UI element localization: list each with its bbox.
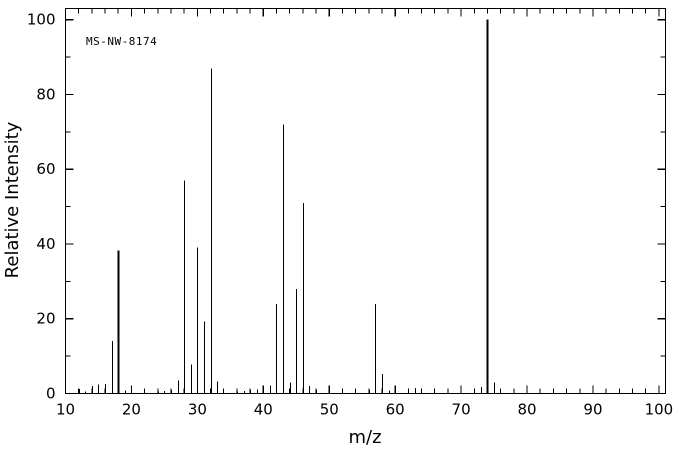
plot-frame (64, 7, 667, 395)
plot-border (64, 7, 667, 395)
y-axis-tick-labels: 0 20 40 60 80 100 (27, 11, 56, 403)
x-tick-label: 40 (254, 401, 273, 419)
x-tick-label: 10 (56, 401, 75, 419)
x-tick-label: 20 (122, 401, 141, 419)
y-tick-label: 0 (46, 385, 56, 403)
y-axis-ticks (65, 19, 666, 395)
y-tick-label: 80 (36, 85, 55, 103)
y-tick-label: 100 (27, 11, 56, 29)
x-tick-label: 80 (517, 401, 536, 419)
x-tick-label: 70 (452, 401, 471, 419)
x-tick-label: 90 (583, 401, 602, 419)
spectrum-peaks (78, 19, 496, 394)
y-tick-label: 40 (36, 235, 55, 253)
x-tick-label: 50 (320, 401, 339, 419)
x-tick-label: 30 (188, 401, 207, 419)
x-tick-label: 60 (386, 401, 405, 419)
spectrum-id-label: MS-NW-8174 (86, 35, 157, 48)
y-axis-title: Relative Intensity (2, 121, 23, 278)
y-tick-label: 60 (36, 160, 55, 178)
x-axis-ticks (64, 8, 660, 394)
x-axis-title: m/z (348, 427, 381, 448)
y-tick-label: 20 (36, 310, 55, 328)
x-tick-label: 100 (645, 401, 674, 419)
x-axis-tick-labels: 10 20 30 40 50 60 70 80 90 100 (56, 401, 673, 419)
